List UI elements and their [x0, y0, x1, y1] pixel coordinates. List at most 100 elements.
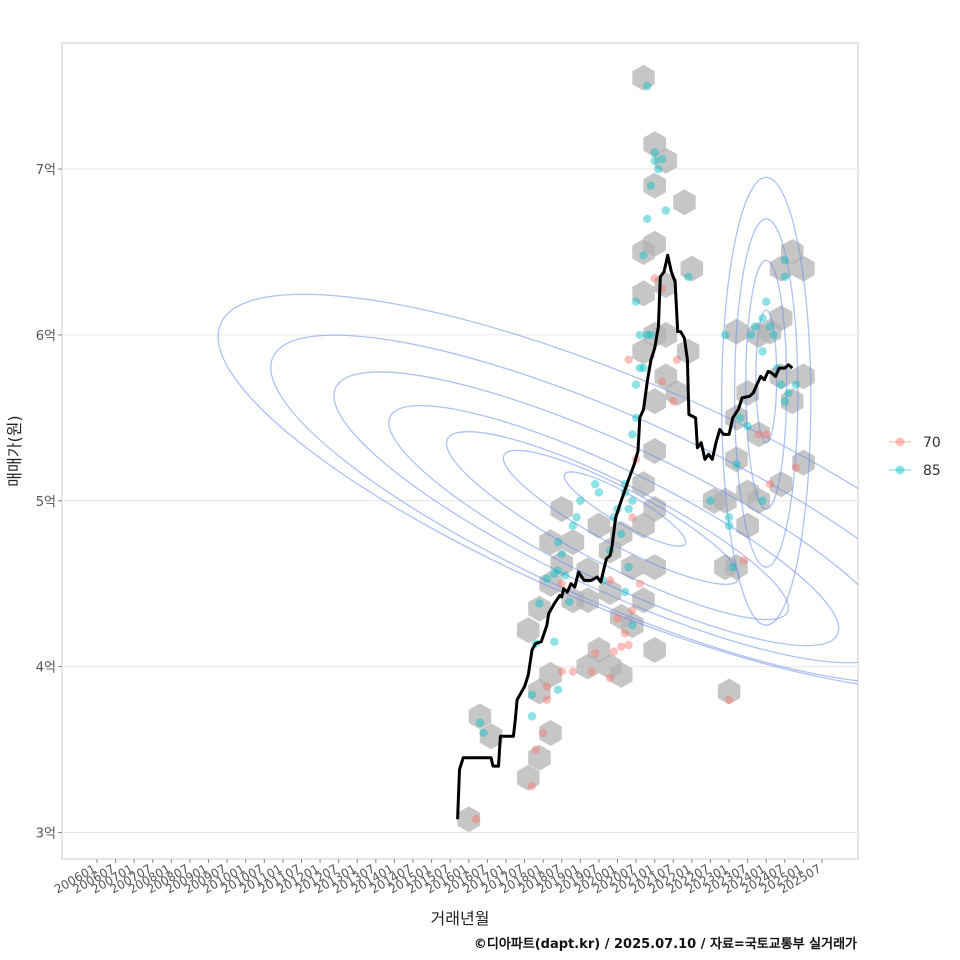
legend: 70 85: [889, 435, 941, 479]
data-point-85: [780, 397, 790, 406]
hex-bin: [714, 487, 737, 514]
legend-item-70: 70: [889, 435, 941, 451]
density-contour: [270, 334, 858, 684]
hex-bin: [539, 529, 562, 556]
hex-bin: [680, 255, 704, 282]
data-point-85: [769, 330, 778, 340]
data-point-70: [568, 667, 578, 676]
hex-bin: [643, 131, 666, 158]
data-point-70: [739, 556, 749, 565]
data-point-70: [765, 479, 775, 489]
data-point-70: [791, 463, 801, 472]
hex-bin: [654, 363, 678, 390]
data-point-70: [527, 781, 537, 791]
data-point-85: [617, 529, 626, 539]
data-point-85: [784, 388, 793, 398]
data-point-70: [617, 642, 626, 651]
data-point-70: [628, 606, 637, 615]
hex-bin: [769, 305, 793, 332]
data-point-85: [631, 297, 641, 306]
plot-panel: [61, 42, 859, 860]
hex-bin: [643, 388, 666, 415]
data-point-85: [765, 322, 775, 331]
data-point-70: [628, 513, 637, 522]
data-point-70: [724, 695, 734, 704]
data-point-70: [542, 695, 552, 704]
data-point-85: [624, 562, 633, 572]
data-point-85: [639, 251, 648, 260]
y-tick-label: 3억: [36, 826, 56, 841]
density-contour: [563, 471, 687, 547]
legend-key-point: [895, 437, 905, 447]
hex-bin: [479, 723, 503, 750]
density-contour: [388, 404, 840, 647]
data-point-85: [650, 148, 659, 157]
trend-line-layer: [456, 253, 794, 820]
data-point-85: [747, 330, 756, 340]
data-point-85: [550, 637, 559, 646]
data-point-85: [780, 256, 790, 265]
data-point-85: [657, 154, 667, 164]
hex-bin: [792, 255, 815, 282]
x-axis: 2006012006072007012007072008012008072009…: [52, 859, 824, 897]
hex-bin: [561, 529, 585, 556]
data-point-85: [557, 549, 566, 559]
hex-bin: [632, 64, 655, 91]
hex-bin: [528, 678, 551, 705]
data-point-85: [479, 728, 488, 738]
data-point-70: [538, 728, 548, 738]
density-contour: [445, 431, 790, 621]
density-contour: [333, 371, 858, 664]
data-point-70: [609, 647, 618, 656]
hex-bin: [673, 189, 696, 216]
y-axis: 3억 4억 5억 6억 7억: [36, 163, 62, 841]
data-point-85: [527, 690, 537, 700]
plot-area: [217, 64, 858, 833]
data-point-70: [472, 814, 481, 824]
data-point-85: [572, 513, 581, 522]
density-contour: [502, 449, 740, 585]
data-point-85: [628, 620, 637, 630]
data-point-85: [758, 314, 767, 323]
y-tick-label: 7억: [36, 163, 56, 178]
hex-bin: [587, 637, 611, 663]
hex-bin: [598, 579, 622, 605]
scatter-points-layer: [472, 81, 801, 824]
legend-label: 85: [923, 463, 941, 479]
data-point-85: [628, 430, 637, 439]
data-point-85: [643, 81, 652, 91]
hex-bin: [643, 438, 666, 464]
data-point-85: [620, 587, 630, 597]
grid-lines: [62, 168, 858, 833]
hex-bin: [576, 587, 599, 614]
data-point-85: [643, 330, 652, 340]
data-point-70: [669, 397, 678, 406]
data-point-85: [639, 363, 648, 373]
data-point-85: [724, 513, 734, 522]
data-point-85: [527, 712, 537, 721]
hex-bin: [550, 496, 573, 522]
data-point-85: [750, 322, 760, 331]
y-tick-label: 5억: [36, 495, 56, 510]
data-point-70: [650, 274, 659, 283]
hex-bin: [643, 172, 666, 199]
legend-item-85: 85: [889, 463, 941, 479]
hex-bin: [517, 617, 540, 644]
data-point-85: [553, 566, 563, 575]
data-point-70: [613, 614, 622, 623]
data-point-70: [605, 576, 615, 585]
density-contour-layer: [217, 176, 858, 692]
data-point-85: [654, 164, 663, 174]
y-tick-label: 4억: [36, 661, 56, 676]
data-point-85: [561, 571, 570, 580]
data-point-85: [683, 272, 693, 282]
data-point-85: [728, 562, 737, 572]
hex-bin: [632, 338, 655, 365]
data-point-70: [591, 649, 600, 658]
data-point-85: [646, 330, 656, 340]
data-point-85: [758, 347, 767, 356]
data-point-70: [531, 745, 540, 754]
data-point-85: [550, 569, 559, 578]
hex-bin: [665, 380, 689, 406]
hex-bin: [539, 720, 562, 746]
